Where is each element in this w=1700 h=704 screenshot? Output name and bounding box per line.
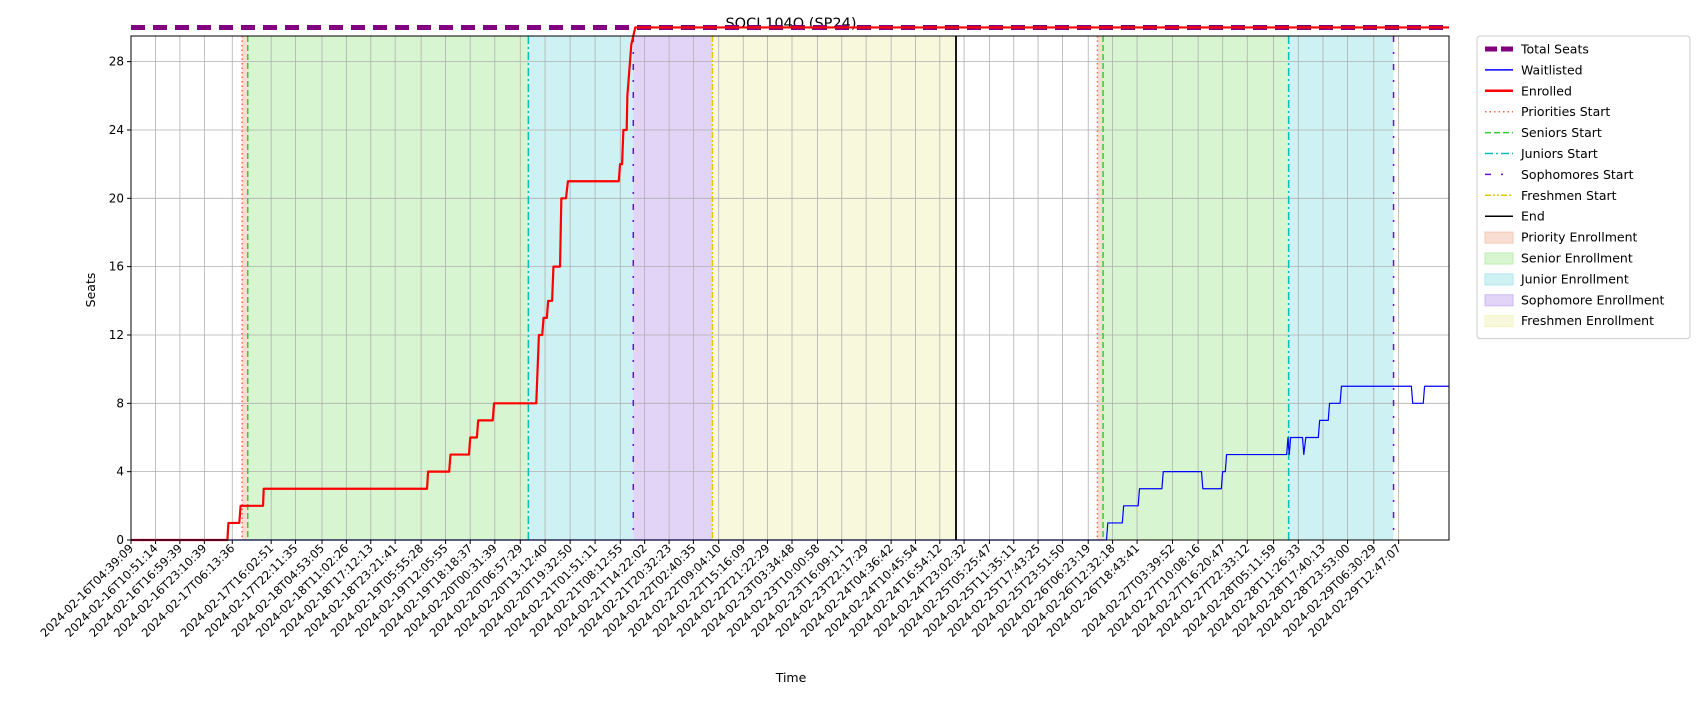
period-junior-enrollment xyxy=(528,36,634,540)
x-axis-label: Time xyxy=(775,670,807,685)
legend-box xyxy=(1476,35,1691,340)
legend-label-juniors_start: Juniors Start xyxy=(1520,146,1598,161)
period-sophomore-enrollment xyxy=(633,36,713,540)
period-junior-enrollment xyxy=(1288,36,1394,540)
legend-label-freshmen_enrollment: Freshmen Enrollment xyxy=(1521,313,1654,328)
legend-swatch-priority_enrollment xyxy=(1484,231,1514,244)
legend-swatch-sophomore_enrollment xyxy=(1484,294,1514,307)
period-priority-enrollment xyxy=(242,36,248,540)
series-waitlisted xyxy=(131,385,1449,541)
plot-area: 04812162024282024-02-16T04:39:092024-02-… xyxy=(37,24,1450,640)
period-senior-enrollment xyxy=(1103,36,1289,540)
legend-label-total: Total Seats xyxy=(1520,42,1589,57)
legend-label-end: End xyxy=(1521,209,1545,224)
legend-label-waitlisted: Waitlisted xyxy=(1521,62,1583,77)
legend-label-enrolled: Enrolled xyxy=(1521,83,1572,98)
legend-label-sophomore_enrollment: Sophomore Enrollment xyxy=(1521,292,1665,307)
legend-label-sophomores_start: Sophomores Start xyxy=(1521,167,1634,182)
plot-frame xyxy=(130,35,1450,541)
legend-swatch-senior_enrollment xyxy=(1484,252,1514,265)
y-tick-label: 12 xyxy=(109,328,124,342)
y-tick-label: 28 xyxy=(109,55,124,69)
legend-swatch-freshmen_enrollment xyxy=(1484,315,1514,328)
y-tick-label: 24 xyxy=(109,123,124,137)
y-axis-label: Seats xyxy=(83,273,98,308)
y-tick-label: 4 xyxy=(116,465,124,479)
y-tick-label: 8 xyxy=(116,396,124,410)
legend-label-freshmen_start: Freshmen Start xyxy=(1521,188,1617,203)
y-tick-label: 0 xyxy=(116,533,124,547)
legend-label-priority_enrollment: Priority Enrollment xyxy=(1521,230,1638,245)
legend-label-senior_enrollment: Senior Enrollment xyxy=(1521,251,1633,266)
series-enrolled xyxy=(131,26,1449,542)
legend-swatch-junior_enrollment xyxy=(1484,273,1514,286)
y-tick-label: 16 xyxy=(109,260,124,274)
legend-label-priorities_start: Priorities Start xyxy=(1521,104,1610,119)
y-tick-label: 20 xyxy=(109,191,124,205)
legend: Total Seats Waitlisted Enrolled Priorities … xyxy=(1476,35,1691,340)
period-freshmen-enrollment xyxy=(712,36,957,540)
legend-label-junior_enrollment: Junior Enrollment xyxy=(1520,271,1629,286)
period-priority-enrollment xyxy=(1097,36,1104,540)
period-senior-enrollment xyxy=(247,36,529,540)
legend-label-seniors_start: Seniors Start xyxy=(1521,125,1602,140)
